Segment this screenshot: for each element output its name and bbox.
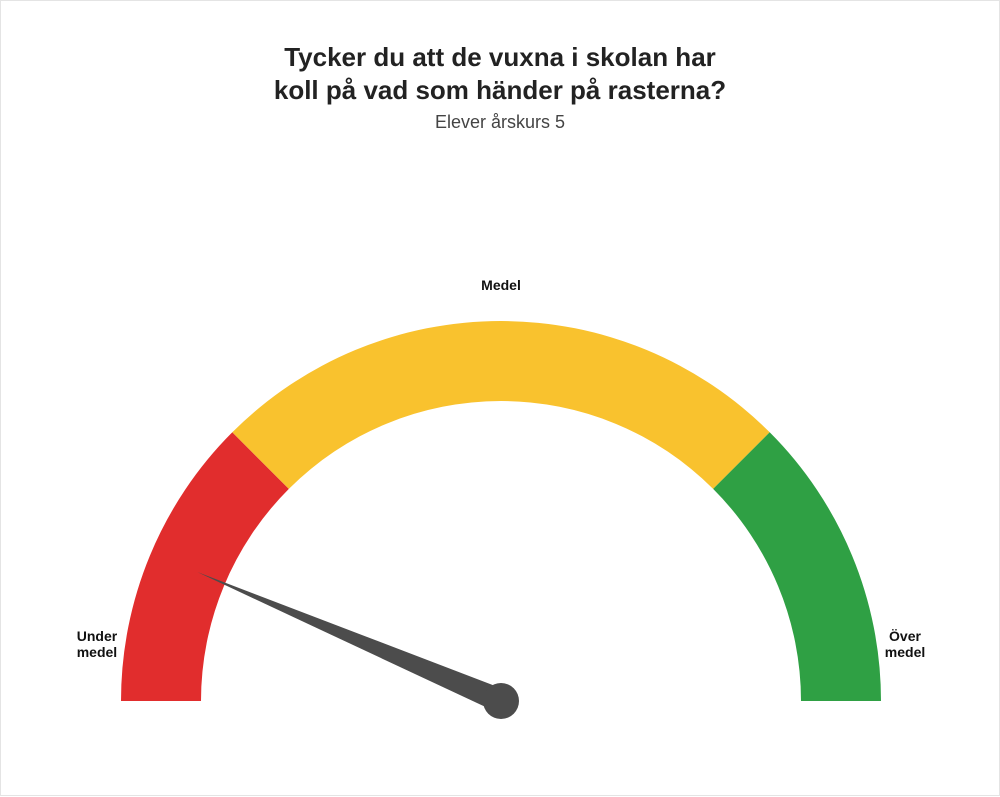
gauge-chart	[1, 1, 1000, 797]
chart-frame: Tycker du att de vuxna i skolan har koll…	[0, 0, 1000, 796]
gauge-segment	[232, 321, 769, 489]
segment-label-over-medel: Över medel	[855, 628, 955, 660]
segment-label-medel: Medel	[451, 277, 551, 293]
segment-label-under-medel: Under medel	[47, 628, 147, 660]
gauge-needle	[197, 572, 505, 712]
gauge-pivot	[483, 683, 519, 719]
gauge-segment	[713, 432, 881, 701]
gauge-segment	[121, 432, 289, 701]
